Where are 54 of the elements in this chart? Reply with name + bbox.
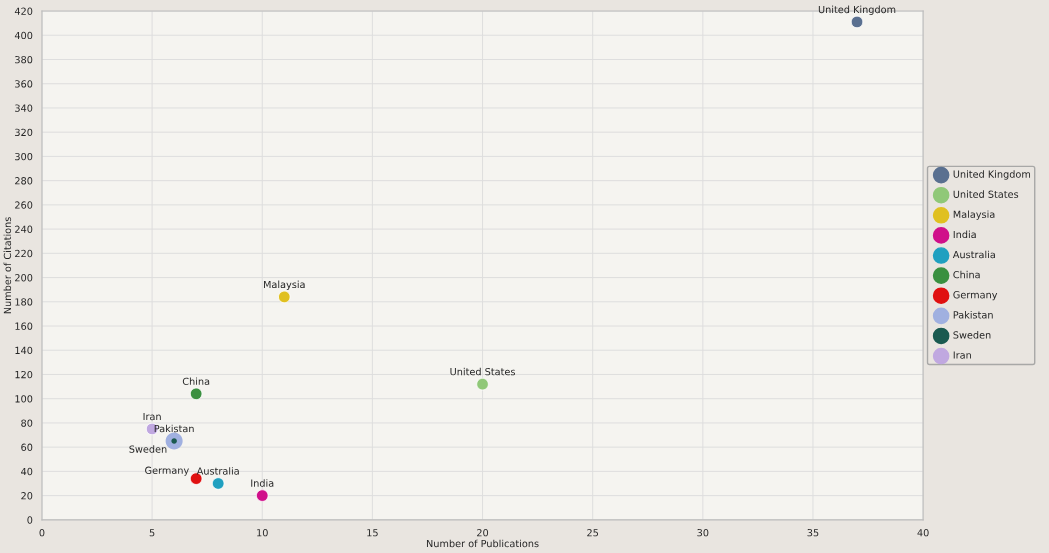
- x-tick-label: 0: [39, 529, 45, 537]
- y-tick-label: 360: [15, 80, 33, 88]
- legend-label: United States: [953, 190, 1019, 198]
- y-tick-label: 340: [15, 104, 33, 112]
- x-tick-label: 20: [477, 529, 489, 537]
- text: Sweden: [129, 445, 167, 453]
- legend-label: China: [953, 270, 980, 279]
- y-tick-label: 20: [21, 492, 33, 500]
- y-tick-label: 180: [15, 298, 33, 306]
- y-tick-label: 240: [15, 225, 33, 233]
- y-tick-label: 320: [15, 128, 33, 137]
- y-tick-label: 140: [15, 346, 33, 355]
- y-tick-label: 80: [21, 419, 33, 427]
- y-tick-label: 380: [15, 55, 33, 64]
- x-tick-label: 40: [917, 529, 929, 537]
- text: China: [182, 377, 210, 386]
- text: India: [251, 479, 274, 487]
- y-tick-label: 220: [15, 249, 33, 258]
- legend-label: United Kingdom: [953, 170, 1031, 180]
- legend-label: Germany: [953, 291, 998, 301]
- legend-label: Pakistan: [953, 310, 993, 319]
- text: Germany: [145, 466, 189, 476]
- text: United Kingdom: [818, 5, 896, 16]
- y-tick-label: 200: [15, 274, 33, 282]
- x-tick-label: 35: [807, 529, 819, 537]
- y-axis-title: Number of Citations: [3, 217, 12, 314]
- text: Malaysia: [263, 280, 305, 290]
- y-tick-label: 60: [21, 443, 33, 451]
- x-tick-label: 15: [367, 529, 378, 537]
- text: Iran: [143, 412, 161, 421]
- text: Australia: [196, 467, 239, 475]
- text: United States: [450, 367, 515, 376]
- y-tick-label: 420: [14, 7, 33, 15]
- y-tick-label: 260: [15, 201, 33, 209]
- legend-label: Sweden: [953, 331, 991, 339]
- y-tick-label: 160: [15, 322, 33, 330]
- x-tick-label: 5: [149, 529, 155, 537]
- legend-label: Iran: [953, 351, 971, 359]
- y-tick-label: 0: [27, 516, 33, 524]
- y-tick-label: 300: [15, 152, 33, 161]
- x-tick-label: 10: [257, 529, 268, 537]
- y-tick-label: 400: [14, 31, 33, 40]
- y-tick-label: 40: [21, 467, 33, 476]
- text: Pakistan: [154, 424, 194, 433]
- x-tick-label: 30: [697, 529, 709, 537]
- point: [165, 432, 183, 450]
- x-axis-title: Number of Publications: [426, 539, 539, 548]
- x-tick-label: 25: [587, 529, 599, 537]
- y-tick-label: 120: [15, 370, 33, 379]
- legend-label: India: [953, 230, 976, 239]
- legend-label: Australia: [952, 250, 995, 259]
- y-tick-label: 100: [15, 395, 33, 403]
- legend-label: Malaysia: [953, 210, 995, 220]
- y-tick-label: 280: [15, 177, 33, 185]
